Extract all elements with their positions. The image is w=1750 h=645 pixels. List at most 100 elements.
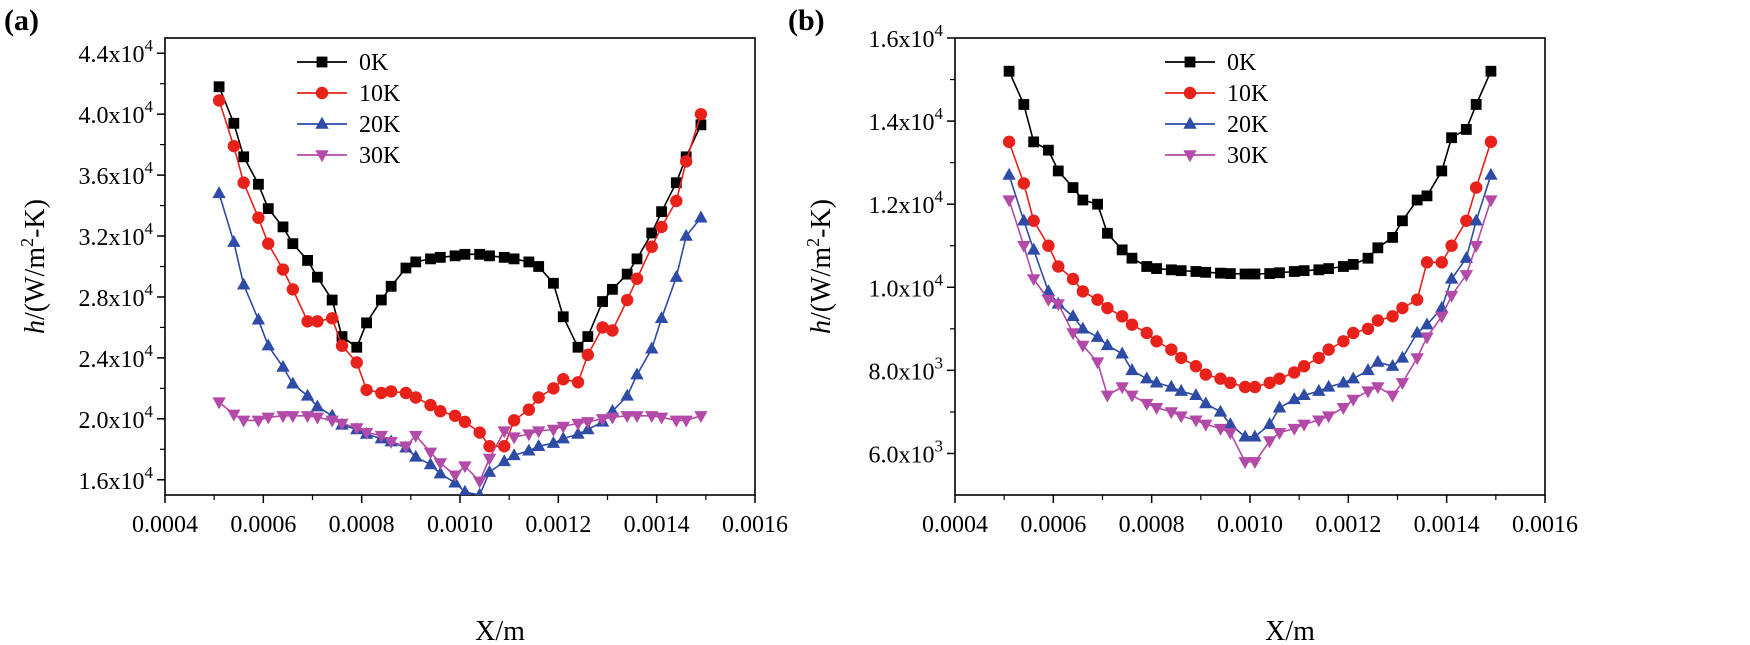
data-point [1469, 241, 1483, 253]
data-point [300, 411, 315, 423]
data-point [459, 248, 471, 260]
legend-marker [1183, 86, 1197, 100]
data-point [679, 155, 693, 168]
data-point [1420, 332, 1434, 345]
legend-marker [315, 150, 329, 163]
data-point [596, 321, 609, 334]
x-axis-title: X/m [475, 616, 525, 645]
series-30K [212, 397, 708, 489]
legend-label: 30K [1227, 143, 1269, 169]
data-point [1125, 363, 1139, 376]
data-point [630, 411, 644, 423]
data-point [1385, 390, 1400, 403]
data-point [312, 271, 323, 283]
data-point [1140, 326, 1153, 340]
series-line-30K [1008, 199, 1492, 463]
data-point [522, 403, 536, 416]
data-point [1213, 404, 1228, 417]
data-point [409, 430, 423, 443]
y-tick-mantissa: 1.4x10 [869, 110, 935, 136]
chart-panel-a: (a) 0.0004 0.0006 0.0008 0.0010 0.0012 0.0014 0… [4, 4, 788, 645]
data-point [1485, 65, 1497, 77]
data-point [1410, 293, 1424, 306]
legend-item-20K: 20K [1165, 112, 1269, 138]
data-point [620, 293, 634, 307]
data-point [1248, 429, 1262, 442]
data-point [1445, 239, 1458, 252]
data-point [1459, 270, 1474, 283]
y-tick-exponent: 4 [935, 104, 944, 123]
data-point [1200, 266, 1212, 278]
x-tick-label: 0.0014 [624, 512, 690, 538]
data-point [1410, 353, 1424, 366]
y-title-symbol: h [806, 320, 837, 334]
data-point [531, 426, 546, 439]
data-point [1174, 383, 1188, 396]
data-point [227, 234, 241, 247]
data-point [310, 399, 325, 412]
data-point [482, 453, 497, 466]
data-point [262, 203, 274, 215]
data-point [654, 311, 669, 323]
data-point [1312, 415, 1326, 428]
data-point [645, 411, 659, 423]
data-point [425, 253, 436, 265]
data-point [1101, 301, 1114, 315]
y-tick-mantissa: 4.0x10 [79, 103, 145, 129]
data-point [350, 423, 364, 436]
data-point [1214, 372, 1227, 385]
legend-item-30K: 30K [297, 143, 401, 169]
data-point [423, 447, 438, 460]
legend-marker [1183, 150, 1197, 163]
data-point [1151, 263, 1162, 274]
legend-label: 0K [1227, 50, 1257, 76]
data-point [301, 315, 314, 328]
data-point [325, 415, 339, 428]
data-point [1002, 195, 1016, 208]
x-tick-label: 0.0006 [230, 512, 296, 538]
y-tick-label: 2.8x104 [79, 280, 154, 312]
data-point [1238, 429, 1252, 442]
data-point [572, 341, 584, 353]
data-point [1346, 371, 1360, 384]
data-point [336, 331, 348, 342]
data-point [1395, 378, 1410, 391]
data-point [1199, 396, 1213, 409]
data-point [227, 139, 241, 153]
legend-label: 20K [359, 112, 401, 138]
data-point [1190, 266, 1202, 277]
data-point [1321, 379, 1336, 392]
data-point [1213, 423, 1228, 436]
data-point [1396, 301, 1409, 315]
legend-item-0K: 0K [297, 50, 389, 76]
data-point [1371, 354, 1385, 367]
data-point [409, 391, 422, 404]
data-point [335, 339, 349, 352]
data-point [1002, 167, 1016, 180]
data-point [1361, 363, 1375, 376]
data-point [497, 454, 511, 467]
data-point [547, 382, 560, 395]
data-point [1223, 427, 1238, 440]
data-point [507, 414, 521, 427]
data-point [1043, 144, 1054, 156]
series-30K [1002, 195, 1498, 469]
data-point [620, 411, 634, 423]
y-tick-label: 3.6x104 [79, 158, 154, 190]
data-point [399, 441, 413, 454]
data-point [522, 429, 536, 442]
legend-label: 10K [359, 81, 401, 107]
data-point [212, 186, 226, 199]
data-point [1361, 322, 1375, 336]
data-point [311, 315, 324, 328]
data-point [1140, 398, 1154, 411]
data-point [630, 272, 644, 285]
series-line-10K [1008, 141, 1492, 388]
data-point [669, 415, 684, 428]
data-point [1386, 310, 1399, 323]
data-point [1126, 252, 1138, 264]
series-20K [1002, 167, 1498, 442]
data-point [1115, 346, 1129, 359]
data-point [1436, 165, 1448, 177]
